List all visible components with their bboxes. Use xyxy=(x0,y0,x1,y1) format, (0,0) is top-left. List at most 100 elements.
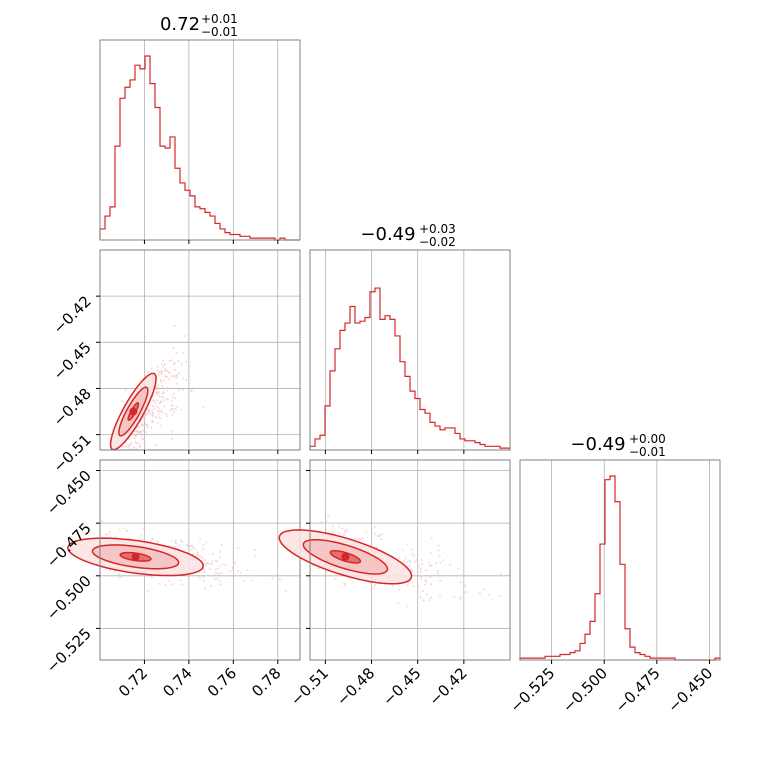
scatter-point xyxy=(125,530,128,533)
scatter-point xyxy=(220,583,222,586)
scatter-point xyxy=(127,443,130,446)
y-tick-label: −0.42 xyxy=(50,292,95,337)
scatter-point xyxy=(214,578,217,581)
title-param-1-upper: +0.03 xyxy=(419,222,456,236)
scatter-point xyxy=(405,557,408,560)
scatter-point xyxy=(157,371,160,374)
panel-2-2: −0.525 −0.500 −0.475 −0.450 xyxy=(506,459,721,716)
scatter-point xyxy=(428,564,431,567)
scatter-point xyxy=(161,396,164,399)
title-param-0-main: 0.72 xyxy=(160,14,200,35)
scatter-point xyxy=(406,561,409,564)
y-tick-label: −0.45 xyxy=(50,338,95,383)
scatter-point xyxy=(175,351,178,354)
scatter-point xyxy=(337,531,340,534)
scatter-point xyxy=(197,387,200,390)
scatter-point xyxy=(425,580,428,583)
scatter-point xyxy=(425,569,427,572)
scatter-point xyxy=(140,533,143,536)
scatter-point xyxy=(118,576,121,579)
scatter-point xyxy=(250,579,253,582)
scatter-point xyxy=(150,426,153,429)
scatter-point xyxy=(229,570,232,573)
scatter-point xyxy=(439,561,442,564)
scatter-point xyxy=(151,537,154,540)
scatter-point xyxy=(197,553,200,556)
scatter-point xyxy=(332,574,335,577)
scatter-point xyxy=(173,368,176,371)
scatter-point xyxy=(185,360,188,363)
x-tick-label: −0.48 xyxy=(333,664,378,709)
scatter-point xyxy=(173,324,176,327)
scatter-point xyxy=(174,545,176,548)
scatter-point xyxy=(491,598,494,601)
scatter-point xyxy=(205,564,208,566)
scatter-point xyxy=(378,535,381,538)
scatter-point xyxy=(143,374,146,377)
scatter-point xyxy=(170,399,173,402)
scatter-point xyxy=(437,572,440,575)
scatter-point xyxy=(163,363,166,366)
scatter-point xyxy=(164,368,167,371)
scatter-point xyxy=(136,574,139,577)
scatter-point xyxy=(202,579,205,582)
scatter-point xyxy=(147,409,150,412)
scatter-point xyxy=(459,581,462,584)
scatter-point xyxy=(398,557,401,560)
panel-frame xyxy=(99,459,301,661)
scatter-point xyxy=(171,431,174,433)
scatter-point xyxy=(360,537,363,540)
scatter-point xyxy=(158,395,161,398)
scatter-point xyxy=(199,538,202,540)
scatter-point xyxy=(171,359,174,362)
scatter-point xyxy=(170,404,173,407)
x-tick-label: −0.525 xyxy=(506,664,558,716)
scatter-point xyxy=(166,389,169,392)
scatter-point xyxy=(176,376,178,379)
scatter-point xyxy=(180,408,183,411)
scatter-point xyxy=(158,416,161,419)
scatter-point xyxy=(160,410,163,413)
scatter-point xyxy=(151,405,154,408)
scatter-point xyxy=(422,599,425,602)
scatter-point xyxy=(150,540,153,543)
scatter-point xyxy=(437,544,440,547)
scatter-point xyxy=(353,537,356,540)
scatter-point xyxy=(271,577,274,580)
y-tick-label: −0.48 xyxy=(50,385,95,430)
scatter-point xyxy=(100,520,103,523)
scatter-point xyxy=(164,584,167,586)
scatter-point xyxy=(215,572,217,575)
scatter-point xyxy=(207,562,210,565)
scatter-point xyxy=(166,369,169,372)
scatter-point xyxy=(425,593,428,596)
scatter-point xyxy=(372,586,375,589)
scatter-point xyxy=(165,397,168,400)
scatter-point xyxy=(158,410,161,413)
scatter-point xyxy=(159,381,162,384)
scatter-point xyxy=(457,567,460,570)
scatter-point xyxy=(172,410,175,413)
scatter-point xyxy=(157,386,160,389)
panel-2-1: −0.51 −0.48 −0.45 −0.42 xyxy=(278,459,511,709)
panel-frame xyxy=(309,249,511,451)
scatter-point xyxy=(139,430,142,433)
scatter-point xyxy=(168,359,171,362)
title-param-1-main: −0.49 xyxy=(360,224,415,245)
scatter-point xyxy=(184,335,187,337)
scatter-point xyxy=(430,552,433,555)
y-tick-label: −0.500 xyxy=(43,572,95,624)
scatter-point xyxy=(165,386,168,389)
scatter-point xyxy=(179,539,182,541)
scatter-point xyxy=(170,583,173,586)
scatter-point xyxy=(436,570,439,573)
scatter-point xyxy=(135,430,138,432)
scatter-point xyxy=(214,568,217,571)
scatter-point xyxy=(231,566,234,569)
scatter-point xyxy=(219,564,221,567)
scatter-point xyxy=(142,528,145,531)
title-param-0-lower: −0.01 xyxy=(201,25,238,39)
scatter-point xyxy=(181,540,184,543)
scatter-point xyxy=(239,572,242,574)
